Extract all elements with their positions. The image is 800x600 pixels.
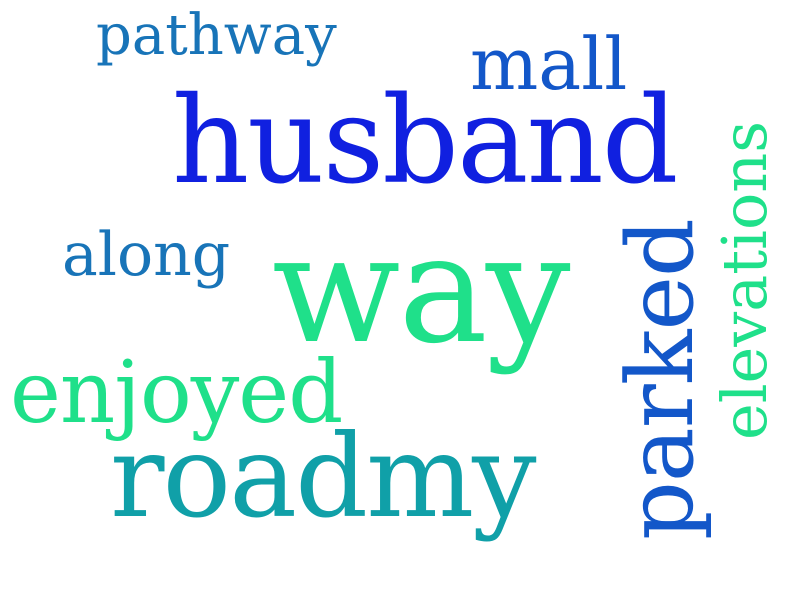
word-enjoyed: enjoyed <box>10 343 343 443</box>
word-pathway: pathway <box>96 3 337 68</box>
word-roadmy: roadmy <box>110 410 537 543</box>
word-along: along <box>62 220 231 290</box>
word-husband: husband <box>172 72 679 211</box>
word-way: way <box>272 203 571 377</box>
word-elevations: elevations <box>708 120 781 440</box>
word-mall: mall <box>470 22 628 106</box>
word-parked: parked <box>607 219 714 540</box>
